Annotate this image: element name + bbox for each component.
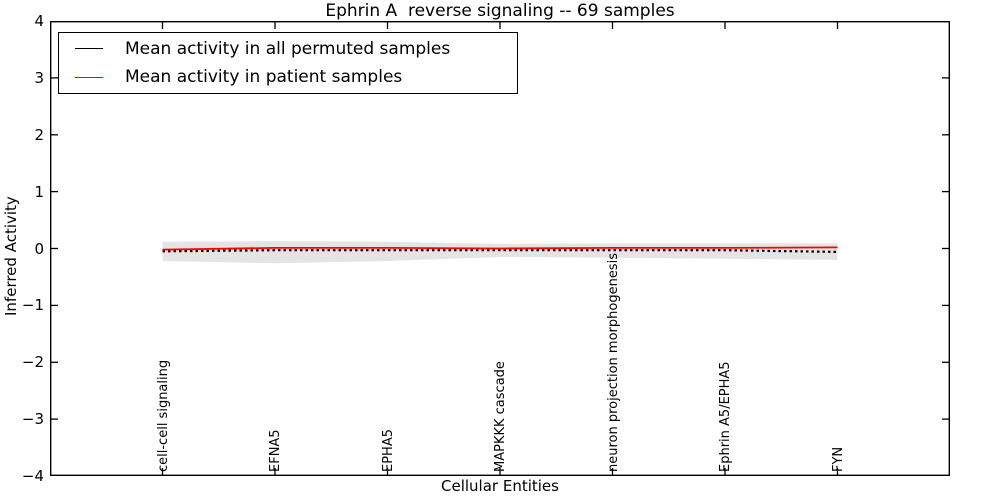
legend-label-permuted: Mean activity in all permuted samples <box>125 38 451 59</box>
series-line-1 <box>162 246 838 251</box>
x-tick-label: EPHA5 <box>380 429 396 472</box>
chart-title: Ephrin A reverse signaling -- 69 samples <box>325 1 675 21</box>
x-axis-label: Cellular Entities <box>441 477 559 495</box>
y-tick-label: 0 <box>34 239 44 258</box>
legend-item-permuted: Mean activity in all permuted samples <box>59 36 517 62</box>
plot-area <box>50 21 950 476</box>
y-tick-label: 4 <box>34 12 44 30</box>
plot-canvas <box>50 21 950 476</box>
y-tick-label: −1 <box>21 296 44 315</box>
series-line-0 <box>162 249 838 253</box>
y-tick-label: −3 <box>21 410 44 429</box>
axes-frame <box>50 21 950 476</box>
legend: Mean activity in all permuted samples Me… <box>58 32 518 94</box>
y-tick-label: −2 <box>21 353 44 372</box>
y-tick-label: 3 <box>34 68 44 87</box>
y-tick-label: 1 <box>34 182 44 201</box>
y-tick-label: 2 <box>34 125 44 144</box>
x-tick-label: neuron projection morphogenesis <box>605 253 621 472</box>
x-tick-label: MAPKKK cascade <box>493 361 508 472</box>
legend-line-patient-icon <box>75 76 103 78</box>
x-tick-label: FYN <box>830 446 846 472</box>
x-tick-label: cell-cell signaling <box>155 359 171 472</box>
y-tick-label: −4 <box>21 467 44 485</box>
legend-item-patient: Mean activity in patient samples <box>59 64 517 90</box>
x-tick-label: Ephrin A5/EPHA5 <box>718 361 733 472</box>
legend-line-permuted-icon <box>75 48 103 50</box>
legend-label-patient: Mean activity in patient samples <box>125 67 403 88</box>
x-tick-label: EFNA5 <box>268 429 283 472</box>
permuted-range-band <box>162 241 838 264</box>
